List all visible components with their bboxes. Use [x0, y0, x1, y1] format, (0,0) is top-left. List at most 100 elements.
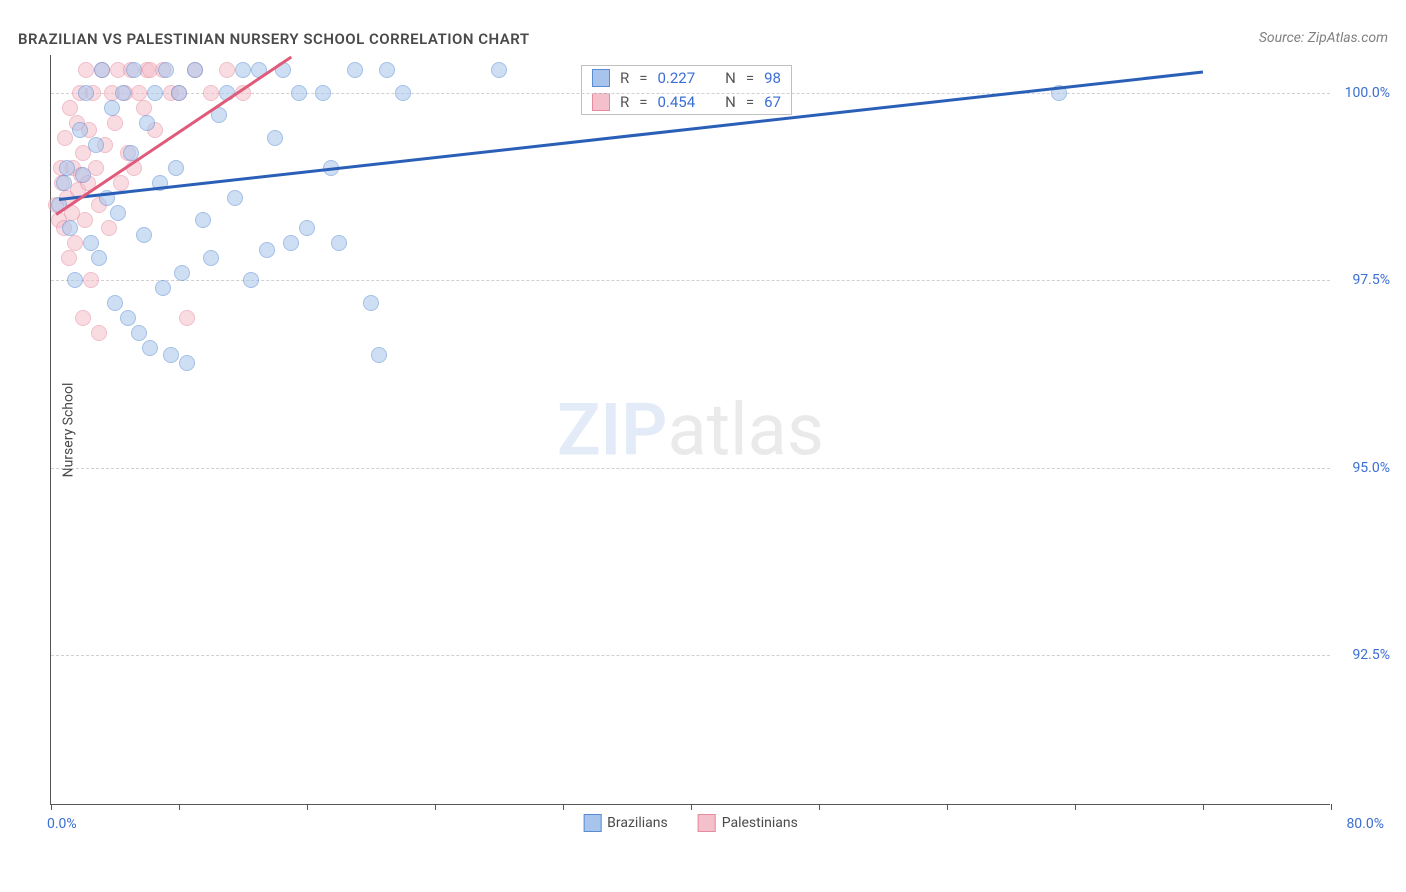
y-axis-title: Nursery School — [60, 382, 76, 477]
scatter-point-blue — [371, 347, 387, 363]
legend-pink-label: Palestinians — [722, 815, 798, 831]
scatter-point-blue — [158, 62, 174, 78]
x-tick — [1075, 804, 1076, 810]
scatter-point-blue — [163, 347, 179, 363]
r-label: R — [620, 69, 629, 87]
scatter-point-blue — [62, 220, 78, 236]
swatch-pink-icon — [592, 93, 610, 111]
stats-row-blue: R = 0.227 N = 98 — [582, 66, 791, 90]
scatter-point-blue — [299, 220, 315, 236]
scatter-point-pink — [219, 62, 235, 78]
scatter-point-blue — [72, 122, 88, 138]
x-tick — [563, 804, 564, 810]
y-tick-label: 92.5% — [1352, 647, 1390, 663]
watermark-atlas: atlas — [667, 387, 824, 472]
scatter-point-pink — [179, 310, 195, 326]
scatter-point-blue — [395, 85, 411, 101]
pink-n-value: 67 — [764, 93, 781, 111]
scatter-point-blue — [267, 130, 283, 146]
scatter-point-blue — [179, 355, 195, 371]
scatter-point-blue — [174, 265, 190, 281]
scatter-point-blue — [155, 280, 171, 296]
scatter-point-pink — [78, 62, 94, 78]
n-label-2: N — [725, 93, 736, 111]
chart-title: BRAZILIAN VS PALESTINIAN NURSERY SCHOOL … — [18, 30, 530, 48]
eq-label: = — [639, 69, 647, 87]
grid-line — [51, 655, 1330, 656]
x-tick — [51, 804, 52, 810]
scatter-point-pink — [113, 175, 129, 191]
scatter-point-blue — [379, 62, 395, 78]
scatter-point-pink — [136, 100, 152, 116]
scatter-point-pink — [75, 310, 91, 326]
scatter-point-blue — [187, 62, 203, 78]
x-tick — [819, 804, 820, 810]
x-tick — [307, 804, 308, 810]
swatch-blue-icon — [592, 69, 610, 87]
watermark-zip: ZIP — [557, 387, 667, 472]
scatter-point-blue — [94, 62, 110, 78]
scatter-point-blue — [131, 325, 147, 341]
scatter-point-blue — [195, 212, 211, 228]
eq-label-2: = — [746, 69, 754, 87]
scatter-point-pink — [77, 212, 93, 228]
y-tick-label: 100.0% — [1345, 85, 1390, 101]
scatter-point-blue — [91, 250, 107, 266]
scatter-point-blue — [227, 190, 243, 206]
x-tick — [947, 804, 948, 810]
scatter-point-blue — [243, 272, 259, 288]
scatter-point-blue — [88, 137, 104, 153]
scatter-point-blue — [75, 167, 91, 183]
source-attribution: Source: ZipAtlas.com — [1259, 30, 1388, 46]
scatter-point-blue — [59, 160, 75, 176]
stats-row-pink: R = 0.454 N = 67 — [582, 90, 791, 114]
legend-item-blue: Brazilians — [583, 814, 668, 832]
grid-line — [51, 468, 1330, 469]
scatter-point-blue — [110, 205, 126, 221]
scatter-point-blue — [291, 85, 307, 101]
scatter-point-pink — [61, 250, 77, 266]
legend-blue-label: Brazilians — [607, 815, 668, 831]
x-tick — [1331, 804, 1332, 810]
scatter-point-blue — [315, 85, 331, 101]
scatter-point-blue — [67, 272, 83, 288]
scatter-point-pink — [131, 85, 147, 101]
x-tick — [1203, 804, 1204, 810]
legend-swatch-pink-icon — [698, 814, 716, 832]
blue-r-value: 0.227 — [657, 69, 695, 87]
y-tick-label: 95.0% — [1352, 460, 1390, 476]
scatter-point-blue — [78, 85, 94, 101]
scatter-point-pink — [101, 220, 117, 236]
scatter-point-pink — [62, 100, 78, 116]
scatter-point-blue — [347, 62, 363, 78]
scatter-point-pink — [203, 85, 219, 101]
scatter-point-blue — [56, 175, 72, 191]
x-axis-min-label: 0.0% — [47, 816, 77, 832]
scatter-point-blue — [83, 235, 99, 251]
scatter-point-pink — [57, 130, 73, 146]
scatter-point-blue — [168, 160, 184, 176]
scatter-point-blue — [331, 235, 347, 251]
scatter-point-pink — [107, 115, 123, 131]
n-label: N — [725, 69, 736, 87]
scatter-point-blue — [259, 242, 275, 258]
scatter-point-blue — [120, 310, 136, 326]
eq-label-3: = — [639, 93, 647, 111]
scatter-point-blue — [363, 295, 379, 311]
scatter-point-blue — [136, 227, 152, 243]
scatter-point-blue — [283, 235, 299, 251]
x-axis-max-label: 80.0% — [1346, 816, 1384, 832]
stats-legend: R = 0.227 N = 98 R = 0.454 N = 67 — [581, 65, 792, 115]
scatter-point-blue — [126, 62, 142, 78]
pink-r-value: 0.454 — [657, 93, 695, 111]
blue-n-value: 98 — [764, 69, 781, 87]
scatter-point-blue — [104, 100, 120, 116]
legend-swatch-blue-icon — [583, 814, 601, 832]
scatter-point-blue — [139, 115, 155, 131]
scatter-point-blue — [115, 85, 131, 101]
r-label-2: R — [620, 93, 629, 111]
plot-area: Nursery School ZIPatlas R = 0.227 N = 98… — [50, 55, 1330, 805]
scatter-point-blue — [235, 62, 251, 78]
x-tick — [435, 804, 436, 810]
scatter-point-blue — [491, 62, 507, 78]
